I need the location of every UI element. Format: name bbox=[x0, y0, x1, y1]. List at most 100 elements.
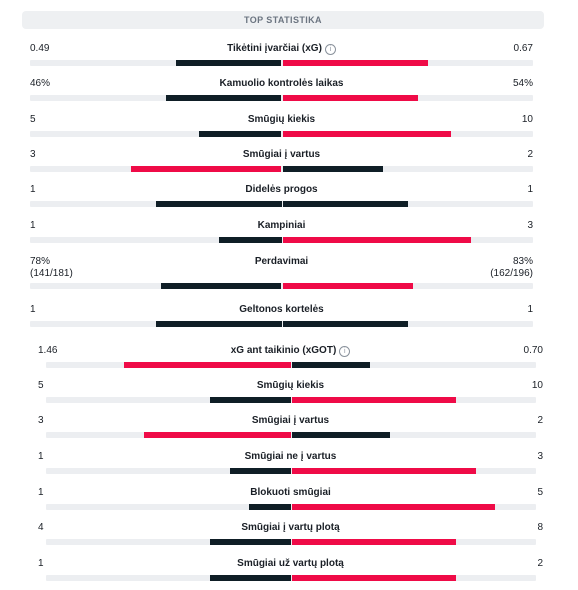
stat-home-value: 1 bbox=[30, 184, 36, 195]
stat-away-value: 3 bbox=[527, 220, 533, 231]
stat-bar-home bbox=[130, 166, 282, 172]
stat-away-value: 0.67 bbox=[513, 43, 533, 54]
stat-bar-home bbox=[124, 362, 291, 368]
stat-home-value: 1 bbox=[38, 558, 44, 569]
stat-bar-away bbox=[282, 237, 472, 243]
stat-away-value: 83% bbox=[512, 256, 533, 267]
stat-row: 3 2 Smūgiai į vartus bbox=[30, 149, 533, 179]
stat-bar-away bbox=[282, 166, 384, 172]
stat-label-text: Smūgių kiekis bbox=[247, 114, 316, 125]
stat-bar-away bbox=[282, 60, 429, 66]
stat-bar-home bbox=[165, 95, 282, 101]
stat-bar-away bbox=[292, 432, 390, 438]
stat-bar-home bbox=[210, 397, 291, 403]
stat-bar-home bbox=[155, 321, 282, 327]
stat-label-text: xG ant taikinio (xGOT) bbox=[230, 345, 337, 356]
stat-bar-home bbox=[155, 201, 282, 207]
stat-bar-track bbox=[30, 321, 533, 327]
stat-bar-track bbox=[30, 166, 533, 172]
stat-bar-track bbox=[30, 201, 533, 207]
stat-home-value: 46% bbox=[30, 78, 51, 89]
stat-bar-track bbox=[46, 362, 536, 368]
stat-home-value: 3 bbox=[38, 415, 44, 426]
stat-bar-track bbox=[30, 95, 533, 101]
stat-row: 1 2 Smūgiai už vartų plotą bbox=[38, 558, 543, 588]
section-title: TOP STATISTIKA bbox=[244, 15, 322, 25]
stat-label-text: Perdavimai bbox=[254, 256, 309, 267]
stat-row: 3 2 Smūgiai į vartus bbox=[38, 415, 543, 445]
stat-bar-away bbox=[292, 397, 457, 403]
stat-bar-track bbox=[46, 504, 536, 510]
stat-label-text: Blokuoti smūgiai bbox=[250, 487, 331, 498]
stat-bar-away bbox=[292, 539, 457, 545]
stat-label-text: Tikėtini įvarčiai (xG) bbox=[227, 43, 322, 54]
stat-home-value: 1 bbox=[38, 451, 44, 462]
stat-bar-home bbox=[160, 283, 282, 289]
stat-home-value: 1 bbox=[38, 487, 44, 498]
stat-bar-home bbox=[144, 432, 291, 438]
stat-label: Smūgiai į vartus bbox=[38, 415, 543, 427]
stat-bar-home bbox=[249, 504, 291, 510]
stat-away-value: 8 bbox=[537, 522, 543, 533]
stat-label-text: Geltonos kortelės bbox=[239, 304, 324, 315]
stat-row: 1 5 Blokuoti smūgiai bbox=[38, 487, 543, 517]
stat-away-value: 54% bbox=[512, 78, 533, 89]
stat-label: Smūgių kiekis bbox=[30, 114, 533, 126]
stat-label-text: Smūgiai į vartus bbox=[242, 149, 321, 160]
stat-row: 46% 54% Kamuolio kontrolės laikas bbox=[30, 78, 533, 108]
stat-row: 0.49 0.67 Tikėtini įvarčiai (xG) i bbox=[30, 43, 533, 73]
stat-bar-track bbox=[46, 432, 536, 438]
stat-home-value: 5 bbox=[30, 114, 36, 125]
stat-label: Geltonos kortelės bbox=[30, 304, 533, 316]
stat-label-text: Didelės progos bbox=[245, 184, 318, 195]
stat-row: 1.46 0.70 xG ant taikinio (xGOT) i bbox=[38, 345, 543, 375]
stat-row: 1 3 Smūgiai ne į vartus bbox=[38, 451, 543, 481]
stat-home-value: 0.49 bbox=[30, 43, 50, 54]
stat-bar-track bbox=[46, 539, 536, 545]
stat-away-value: 5 bbox=[537, 487, 543, 498]
stat-label-text: Kamuolio kontrolės laikas bbox=[219, 78, 344, 89]
stat-away-value: 2 bbox=[527, 149, 533, 160]
stat-bar-track bbox=[30, 237, 533, 243]
stat-bar-away bbox=[292, 468, 476, 474]
stat-label: Smūgių kiekis bbox=[38, 380, 543, 392]
stat-bar-track bbox=[46, 397, 536, 403]
stat-bar-home bbox=[198, 131, 282, 137]
stat-label: Smūgiai už vartų plotą bbox=[38, 558, 543, 570]
stat-row: 5 10 Smūgių kiekis bbox=[30, 114, 533, 144]
info-icon[interactable]: i bbox=[324, 44, 336, 55]
stat-row: 1 1 Geltonos kortelės bbox=[30, 304, 533, 334]
stat-bar-away bbox=[292, 575, 457, 581]
stat-row: 4 8 Smūgiai į vartų plotą bbox=[38, 522, 543, 552]
stat-label: Smūgiai į vartus bbox=[30, 149, 533, 161]
stat-label-text: Smūgiai ne į vartus bbox=[244, 451, 337, 462]
stat-bar-home bbox=[218, 237, 282, 243]
stat-bar-away bbox=[282, 283, 414, 289]
info-icon[interactable]: i bbox=[339, 346, 351, 357]
stat-bar-away bbox=[282, 201, 409, 207]
stat-label: Perdavimai bbox=[30, 256, 533, 268]
stat-home-value: 3 bbox=[30, 149, 36, 160]
stat-label: Smūgiai į vartų plotą bbox=[38, 522, 543, 534]
stat-home-value: 1 bbox=[30, 220, 36, 231]
stat-bar-away bbox=[282, 131, 451, 137]
stat-away-value: 2 bbox=[537, 415, 543, 426]
stat-bar-home bbox=[229, 468, 291, 474]
stat-label: Didelės progos bbox=[30, 184, 533, 196]
stat-away-value: 1 bbox=[527, 304, 533, 315]
stat-away-value: 10 bbox=[531, 380, 543, 391]
stat-bar-home bbox=[175, 60, 282, 66]
stat-bar-track bbox=[30, 131, 533, 137]
stat-home-value: 4 bbox=[38, 522, 44, 533]
stat-bar-away bbox=[282, 321, 409, 327]
stat-label: Blokuoti smūgiai bbox=[38, 487, 543, 499]
stat-bar-away bbox=[282, 95, 419, 101]
stat-label-text: Kampiniai bbox=[257, 220, 306, 231]
stat-home-detail: (141/181) bbox=[30, 268, 73, 279]
stat-row: 1 3 Kampiniai bbox=[30, 220, 533, 250]
stat-away-value: 10 bbox=[521, 114, 533, 125]
stat-bar-home bbox=[210, 575, 291, 581]
stat-bar-away bbox=[292, 362, 371, 368]
stat-home-value: 5 bbox=[38, 380, 44, 391]
stat-bar-track bbox=[46, 575, 536, 581]
